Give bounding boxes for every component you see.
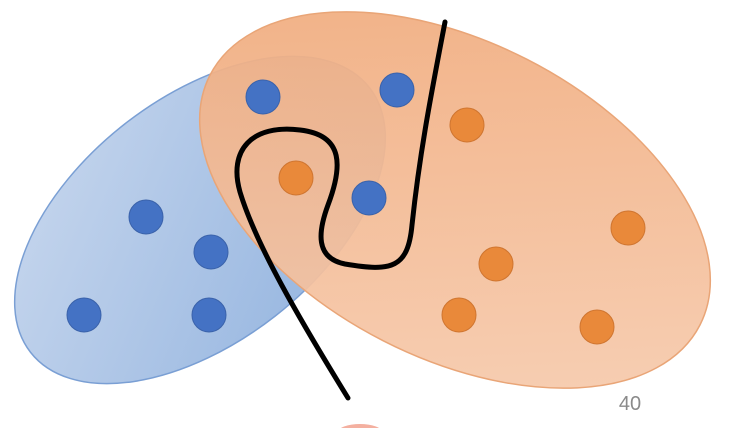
blue-point xyxy=(191,297,227,333)
orange-points xyxy=(278,107,646,345)
decision-boundary xyxy=(234,19,448,401)
blue-point xyxy=(245,79,281,115)
orange-point xyxy=(610,210,646,246)
orange-point xyxy=(278,160,314,196)
decoration xyxy=(340,424,380,428)
blue-point xyxy=(379,72,415,108)
orange-point xyxy=(441,297,477,333)
blue-point xyxy=(193,234,229,270)
blue-point xyxy=(128,199,164,235)
blue-point xyxy=(351,180,387,216)
orange-point xyxy=(478,246,514,282)
orange-cluster xyxy=(198,11,712,389)
orange-point xyxy=(579,309,615,345)
blue-points xyxy=(66,72,415,333)
orange-point xyxy=(449,107,485,143)
blue-point xyxy=(66,297,102,333)
page-number: 40 xyxy=(619,393,641,415)
